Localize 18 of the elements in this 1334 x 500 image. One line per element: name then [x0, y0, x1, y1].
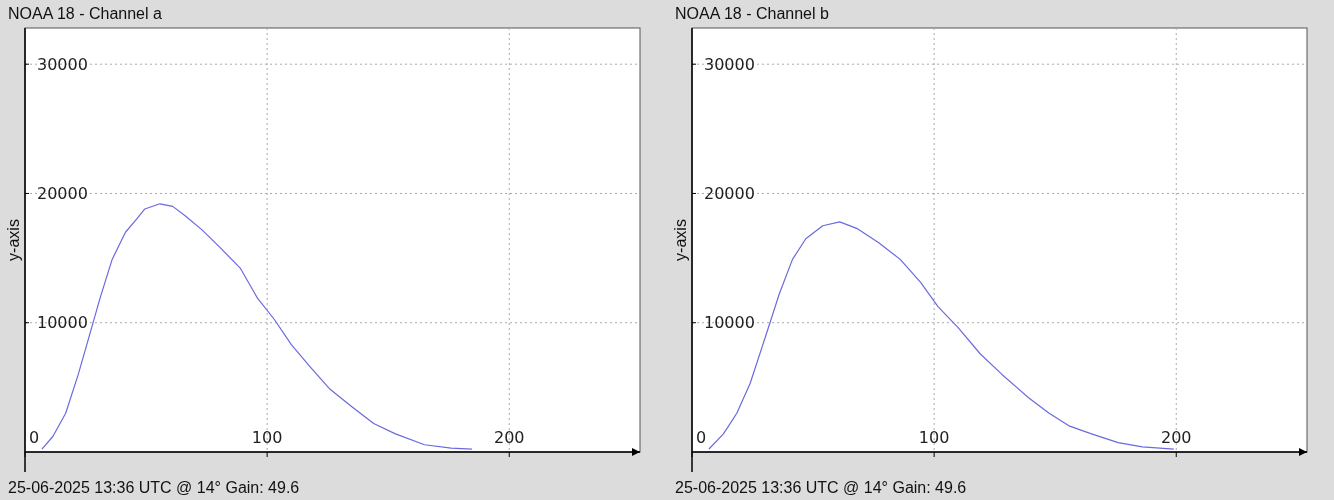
y-tick-label: 20000	[704, 184, 755, 204]
x-tick-label: 100	[251, 428, 283, 447]
text: 25-06-2025 13:36 UTC @ 14° Gain: 49.6	[8, 479, 300, 496]
y-tick-label: 30000	[704, 54, 755, 74]
x-tick-label: 200	[1160, 428, 1192, 447]
y-axis-title: y-axis	[672, 219, 689, 261]
x-tick-label: 0	[695, 428, 707, 447]
y-axis-title: y-axis	[5, 219, 22, 261]
x-tick-label: 0	[28, 428, 40, 447]
chart-title: NOAA 18 - Channel b	[675, 5, 829, 22]
x-tick-label: 100	[918, 428, 950, 447]
y-tick-label: 20000	[37, 184, 88, 204]
y-tick-label: 10000	[37, 313, 88, 333]
chart-title: NOAA 18 - Channel a	[8, 5, 162, 22]
y-tick-label: 10000	[704, 313, 755, 333]
x-tick-label: 200	[493, 428, 525, 447]
text: 25-06-2025 13:36 UTC @ 14° Gain: 49.6	[675, 479, 967, 496]
y-tick-label: 30000	[37, 54, 88, 74]
